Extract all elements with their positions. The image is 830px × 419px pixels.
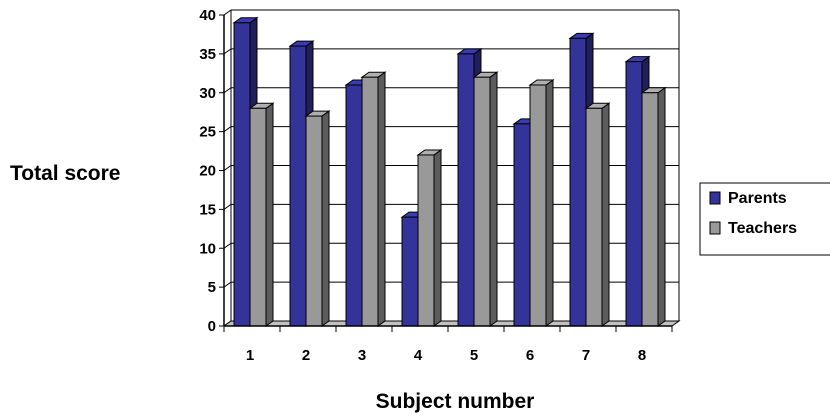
gridline-side: [223, 48, 232, 55]
x-tick-label: 3: [358, 347, 366, 364]
bar-side: [601, 102, 610, 327]
y-tick-label: 15: [199, 201, 216, 218]
bar-teachers-7: [584, 102, 611, 327]
bar-front: [457, 53, 475, 327]
bar-front: [529, 84, 547, 327]
y-axis-title: Total score: [10, 162, 120, 185]
gridline-side: [223, 165, 232, 171]
bar-teachers-4: [416, 148, 443, 327]
x-axis-title: Subject number: [376, 390, 535, 413]
bar-teachers-6: [528, 79, 555, 327]
legend-label-teachers: Teachers: [728, 220, 797, 237]
x-tick-label: 6: [526, 347, 534, 364]
gridline-side: [223, 281, 232, 288]
bar-side: [433, 148, 442, 327]
x-tick-labels: 1 2 3 4 5 6 7 8: [246, 347, 646, 364]
bar-front: [289, 45, 307, 327]
bar-front: [641, 92, 659, 327]
bar-front: [473, 76, 491, 327]
y-tick-label: 30: [199, 85, 216, 102]
bars: [232, 16, 667, 327]
bar-teachers-2: [304, 110, 331, 327]
y-tick-label: 10: [199, 240, 216, 257]
bar-front: [249, 107, 267, 327]
bar-front: [305, 115, 323, 327]
bar-front: [569, 37, 587, 327]
x-tick-label: 5: [470, 347, 478, 364]
legend: Parents Teachers: [699, 182, 830, 256]
bar-front: [417, 154, 435, 327]
bar-side: [321, 110, 330, 327]
bar-side: [545, 79, 554, 327]
legend-swatch-teachers: [709, 221, 721, 235]
bar-side: [489, 71, 498, 327]
bar-side: [377, 71, 386, 327]
gridline-side: [223, 242, 232, 249]
legend-box: [699, 182, 830, 256]
y-tick-label: 0: [208, 318, 216, 335]
axes: [219, 14, 673, 332]
bar-teachers-1: [248, 102, 275, 327]
x-tick-label: 4: [414, 347, 423, 364]
x-tick-label: 7: [582, 347, 590, 364]
gridline-side: [223, 87, 232, 94]
bar-front: [401, 216, 419, 327]
bar-front: [233, 22, 251, 327]
bar-front: [513, 123, 531, 327]
x-tick-label: 1: [246, 347, 254, 364]
legend-swatch-parents: [709, 191, 721, 205]
y-tick-label: 25: [199, 124, 216, 141]
x-tick-label: 2: [302, 347, 310, 364]
bar-front: [361, 76, 379, 327]
y-tick-label: 35: [199, 46, 216, 63]
bar-teachers-3: [360, 71, 387, 327]
y-tick-labels: 0 5 10 15 20 25 30 35 40: [199, 7, 216, 335]
bar-side: [657, 86, 666, 327]
bar-teachers-8: [640, 86, 667, 327]
x-tick-label: 8: [638, 347, 646, 364]
bar-front: [345, 84, 363, 327]
bar-teachers-5: [472, 71, 499, 327]
legend-label-parents: Parents: [728, 190, 787, 207]
gridline-side: [223, 203, 232, 210]
bar-side: [265, 102, 274, 327]
gridline-side: [223, 9, 232, 16]
y-tick-label: 5: [208, 279, 216, 296]
bar-front: [625, 61, 643, 327]
y-tick-label: 40: [199, 7, 216, 24]
gridline-side: [223, 126, 232, 133]
bar-front: [585, 107, 603, 327]
y-tick-label: 20: [199, 163, 216, 180]
